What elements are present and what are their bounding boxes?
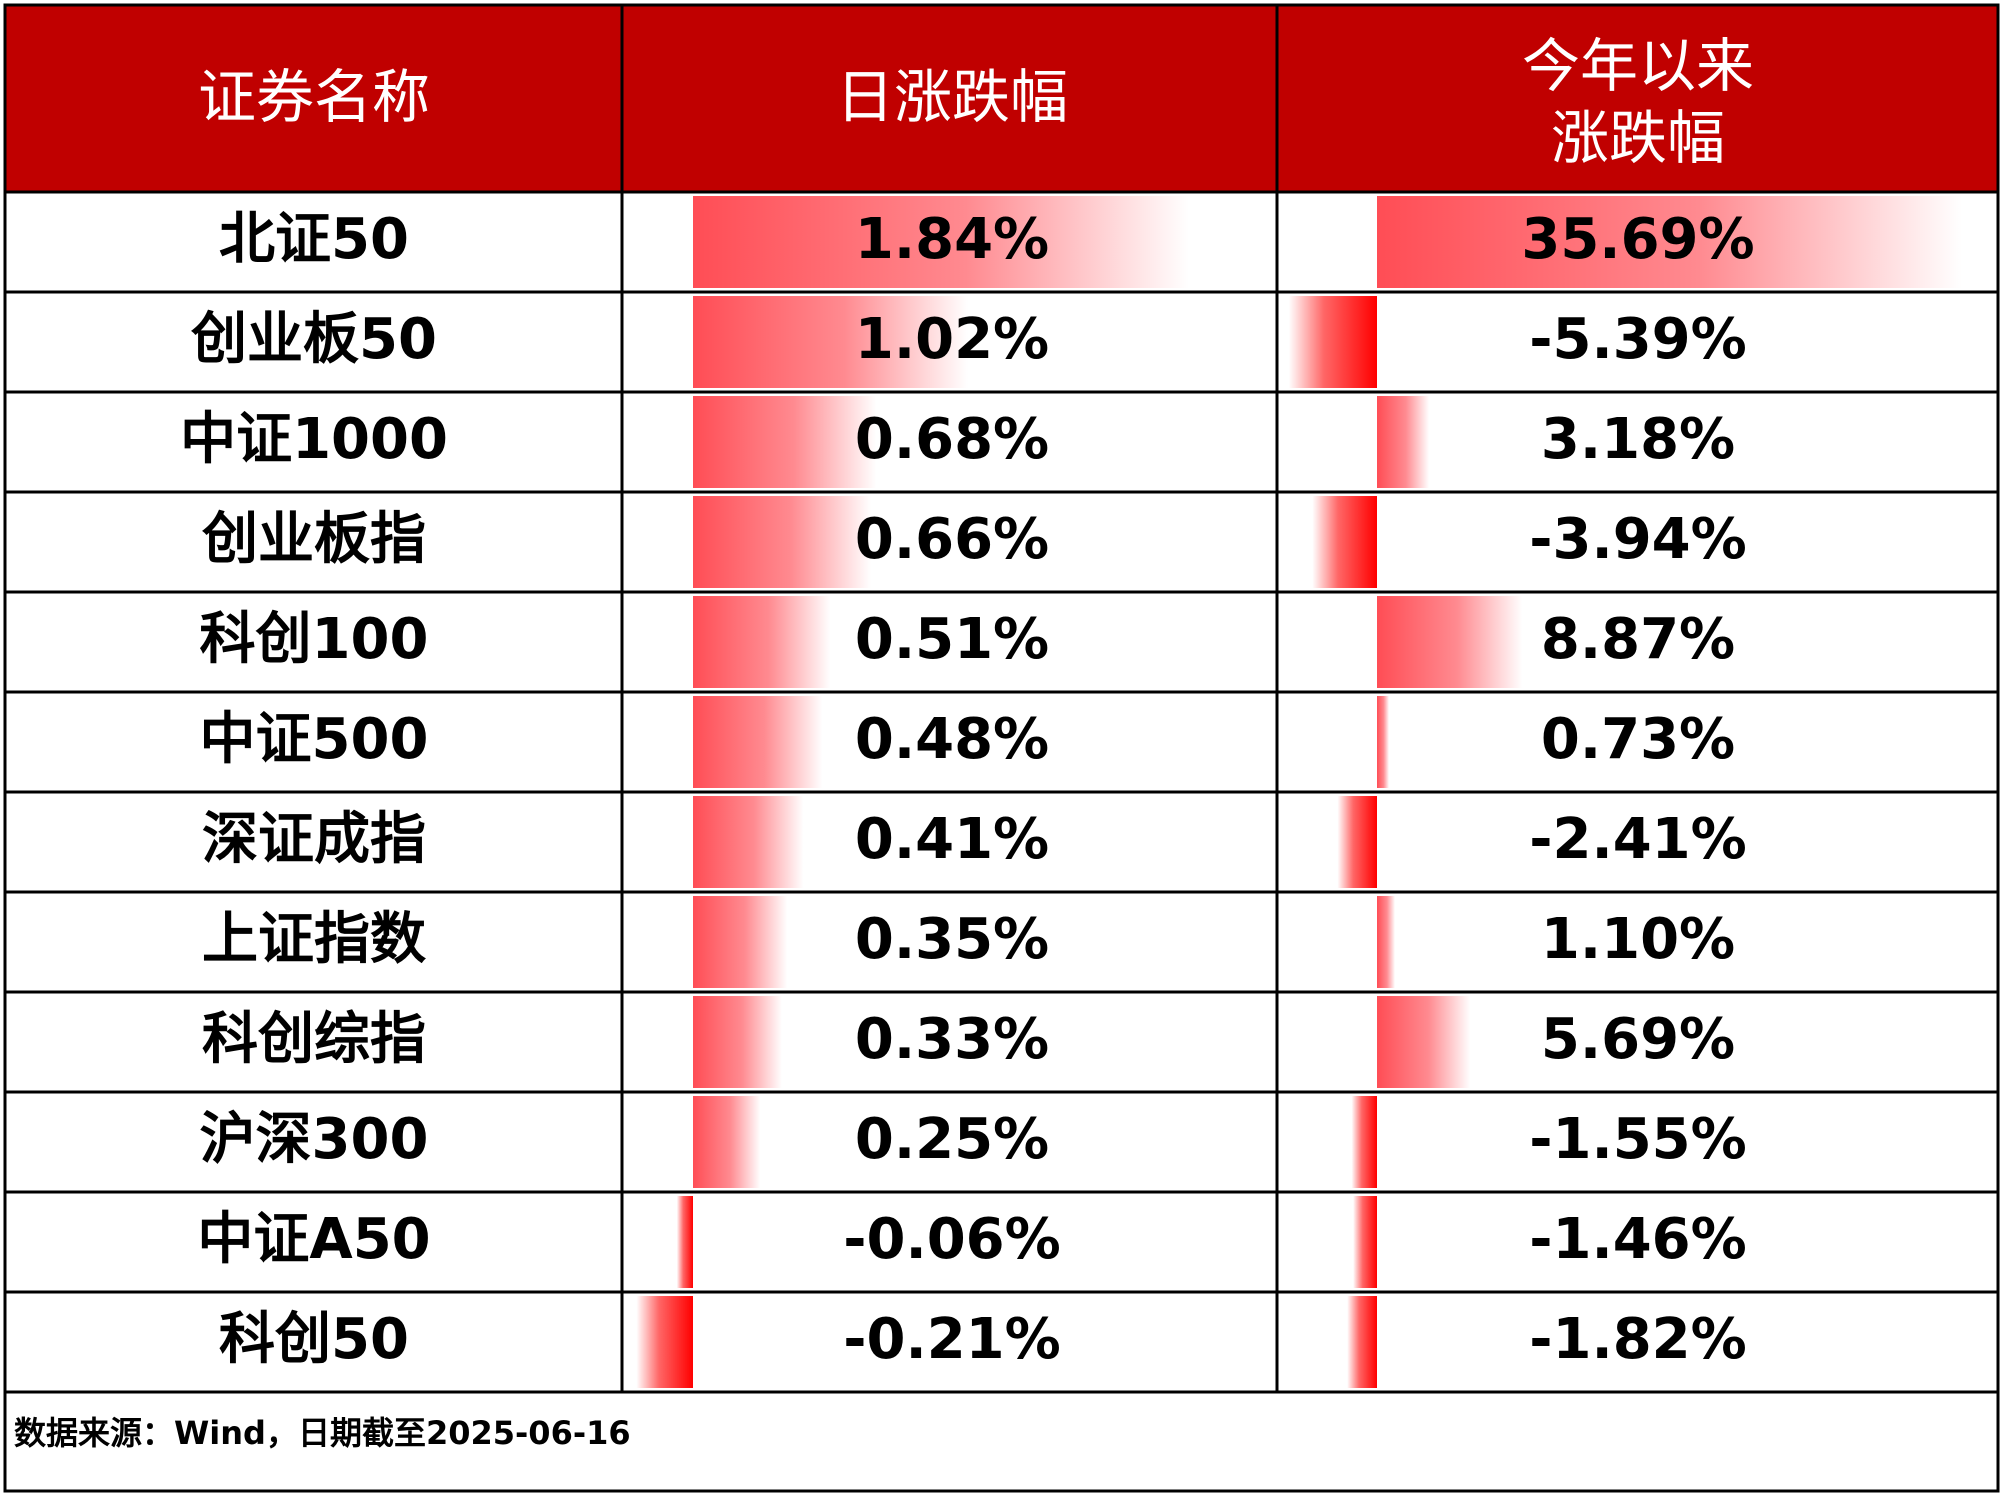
ytd-bar xyxy=(1377,896,1395,988)
header-daily: 日涨跌幅 xyxy=(836,63,1068,131)
ytd-bar xyxy=(1377,196,1962,288)
daily-bar xyxy=(693,296,968,388)
daily-value: -0.21% xyxy=(843,1307,1061,1372)
row-name: 深证成指 xyxy=(202,807,426,872)
row-name: 科创50 xyxy=(219,1307,409,1372)
daily-bar xyxy=(693,396,877,488)
ytd-value: 0.73% xyxy=(1541,707,1735,772)
daily-value: 0.66% xyxy=(855,507,1049,572)
daily-value: 0.35% xyxy=(855,907,1049,972)
ytd-value: -1.46% xyxy=(1529,1207,1747,1272)
header-ytd-line1: 今年以来 xyxy=(1522,32,1754,100)
daily-bar xyxy=(693,996,782,1088)
row-name: 创业板50 xyxy=(191,307,437,372)
daily-value: 0.51% xyxy=(855,607,1049,672)
daily-value: 1.84% xyxy=(855,207,1049,272)
daily-bar xyxy=(693,496,871,588)
row-name: 创业板指 xyxy=(202,507,426,572)
header-name: 证券名称 xyxy=(198,63,430,131)
daily-bar xyxy=(693,896,788,988)
ytd-bar xyxy=(1377,396,1430,488)
daily-bar xyxy=(693,1096,761,1188)
ytd-value: -1.55% xyxy=(1529,1107,1747,1172)
daily-bar xyxy=(676,1196,693,1288)
ytd-bar xyxy=(1353,1196,1377,1288)
ytd-bar xyxy=(1377,696,1389,788)
daily-bar xyxy=(693,196,1189,288)
ytd-value: 8.87% xyxy=(1541,607,1735,672)
ytd-bar xyxy=(1337,796,1377,888)
ytd-value: -3.94% xyxy=(1529,507,1747,572)
ytd-bar xyxy=(1377,596,1523,688)
header-background xyxy=(5,5,1998,192)
ytd-value: -5.39% xyxy=(1529,307,1747,372)
row-name: 上证指数 xyxy=(202,907,426,972)
row-name: 沪深300 xyxy=(200,1107,429,1172)
table-grid xyxy=(3,3,2000,1493)
ytd-value: 1.10% xyxy=(1541,907,1735,972)
ytd-value: -2.41% xyxy=(1529,807,1747,872)
daily-value: 0.41% xyxy=(855,807,1049,872)
daily-value: 1.02% xyxy=(855,307,1049,372)
row-name: 中证A50 xyxy=(197,1207,430,1272)
ytd-bar xyxy=(1351,1096,1377,1188)
ytd-value: 5.69% xyxy=(1541,1007,1735,1072)
row-name: 科创100 xyxy=(200,607,429,672)
daily-bar xyxy=(693,796,804,888)
table-border xyxy=(3,3,2000,1493)
daily-bar xyxy=(636,1296,693,1388)
ytd-value: -1.82% xyxy=(1529,1307,1747,1372)
row-name: 中证500 xyxy=(200,707,429,772)
label-layer: 北证50 1.84% 35.69% 创业板50 1.02% -5.39% 中证1000 0.6… xyxy=(180,207,1755,1372)
header-ytd-line2: 涨跌幅 xyxy=(1551,104,1725,172)
bar-layer xyxy=(636,196,1962,1388)
ytd-bar xyxy=(1312,496,1377,588)
ytd-value: 3.18% xyxy=(1541,407,1735,472)
row-name: 科创综指 xyxy=(202,1007,426,1072)
row-name: 中证1000 xyxy=(180,407,448,472)
ytd-bar xyxy=(1377,996,1471,1088)
source-footnote: 数据来源：Wind，日期截至2025-06-16 xyxy=(14,1414,631,1452)
daily-value: 0.68% xyxy=(855,407,1049,472)
row-name: 北证50 xyxy=(219,207,409,272)
daily-value: -0.06% xyxy=(843,1207,1061,1272)
daily-value: 0.48% xyxy=(855,707,1049,772)
daily-bar xyxy=(693,696,823,788)
daily-bar xyxy=(693,596,831,688)
daily-value: 0.33% xyxy=(855,1007,1049,1072)
ytd-bar xyxy=(1288,296,1377,388)
daily-value: 0.25% xyxy=(855,1107,1049,1172)
ytd-value: 35.69% xyxy=(1521,207,1754,272)
ytd-bar xyxy=(1347,1296,1377,1388)
